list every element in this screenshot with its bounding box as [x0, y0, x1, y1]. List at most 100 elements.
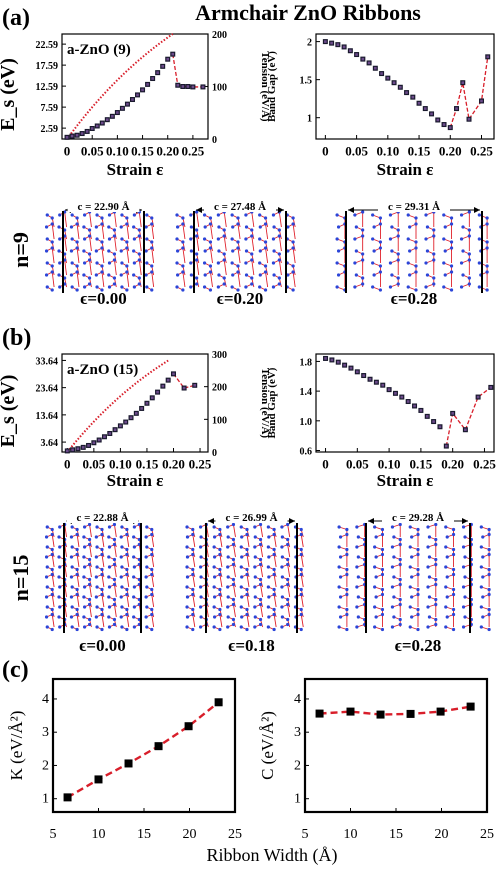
gap-marker-inner — [411, 95, 415, 99]
arrow-head — [289, 518, 295, 524]
gap-marker-inner — [455, 107, 458, 110]
y2-tick-label: 100 — [212, 415, 227, 426]
arrow-head — [474, 207, 480, 213]
cell-length-label: c = 26.99 Å — [225, 512, 277, 524]
tension-line — [66, 359, 169, 453]
gap-dashed-line — [445, 386, 492, 447]
tension-marker — [146, 83, 149, 86]
y2-tick-label: 200 — [212, 383, 227, 394]
ribbon-width-label: n=15 — [8, 555, 33, 602]
tension-marker — [156, 71, 159, 74]
gap-marker-inner — [386, 76, 390, 80]
y-tick-label: 2 — [42, 758, 49, 773]
label-bg — [215, 511, 288, 523]
gap-marker-inner — [380, 72, 383, 75]
gap-marker-inner — [438, 425, 442, 429]
gap-marker-inner — [374, 66, 377, 70]
x-tick-label: 0 — [64, 144, 71, 159]
x-tick-label: 0.15 — [408, 144, 431, 159]
strain-label: ϵ=0.00 — [80, 289, 127, 308]
gap-marker-inner — [476, 395, 480, 399]
x-tick-label: 10 — [92, 827, 106, 842]
strain-label: ϵ=0.00 — [79, 636, 126, 655]
gap-marker-inner — [430, 112, 433, 116]
tension-marker — [156, 390, 159, 394]
x-tick-label: 25 — [228, 827, 242, 842]
y-tick-label: 1 — [307, 114, 312, 125]
x-tick-label: 0.25 — [473, 457, 496, 472]
data-marker — [376, 710, 385, 719]
x-tick-label: 20 — [435, 827, 449, 842]
gap-marker-inner — [324, 357, 327, 360]
x-tick-label: 0.20 — [162, 457, 185, 472]
gap-marker-inner — [342, 45, 346, 49]
tension-marker — [80, 132, 84, 135]
x-tick-label: 5 — [302, 827, 309, 842]
y-tick-label: 13.64 — [36, 411, 59, 422]
x-tick-label: 0.25 — [182, 144, 205, 159]
gap-marker-inner — [356, 370, 359, 374]
arrow-head — [278, 207, 284, 213]
tension-marker — [129, 416, 133, 419]
gap-marker-inner — [361, 57, 365, 61]
lattice-structure — [335, 210, 489, 292]
tension-marker — [135, 412, 138, 415]
label-bg — [382, 511, 454, 523]
data-marker — [406, 709, 415, 718]
label-bg — [67, 200, 140, 212]
y-tick-label: 17.59 — [36, 61, 59, 72]
x-tick-label: 0 — [322, 144, 329, 159]
x-tick-label: 0.15 — [136, 457, 159, 472]
y-axis-label: Band Gap (eV) — [266, 51, 278, 122]
tension-marker — [66, 449, 69, 453]
panel-label: (c) — [2, 657, 29, 683]
gap-marker-inner — [461, 81, 465, 84]
tension-marker — [150, 396, 154, 400]
gap-marker-inner — [489, 386, 493, 389]
tension-marker — [108, 432, 112, 435]
panel-label: (a) — [2, 5, 30, 31]
gap-marker-inner — [355, 53, 358, 56]
tension-marker — [111, 115, 114, 118]
gap-marker-inner — [349, 366, 353, 370]
tension-marker — [186, 85, 190, 88]
tension-marker — [95, 124, 99, 128]
series-line — [319, 705, 471, 716]
x-tick-label: 0.10 — [106, 144, 129, 159]
x-tick-label: 0.05 — [82, 457, 105, 472]
y-tick-label: 3.64 — [41, 438, 59, 449]
x-axis-label: Strain ε — [107, 471, 164, 490]
lattice-structure — [175, 210, 296, 292]
x-axis-label: Strain ε — [377, 160, 434, 179]
x-tick-label: 0.20 — [441, 457, 464, 472]
arrow-head — [196, 207, 202, 213]
data-marker — [436, 707, 445, 716]
x-tick-label: 0.25 — [189, 457, 212, 472]
tension-line — [66, 33, 174, 140]
figure-title: Armchair ZnO Ribbons — [195, 0, 421, 25]
tension-marker — [140, 407, 143, 410]
arrow-head — [368, 518, 374, 524]
tension-marker — [172, 372, 175, 376]
tension-marker — [75, 133, 79, 137]
arrow-head — [208, 518, 214, 524]
plot-frame — [315, 353, 495, 453]
gap-marker-inner — [467, 117, 471, 121]
data-marker — [124, 759, 133, 768]
energy-dashed-line — [172, 373, 195, 389]
y-tick-label: 7.59 — [41, 103, 59, 114]
gap-marker-inner — [480, 99, 483, 103]
gap-marker-inner — [375, 380, 378, 384]
strain-label: ϵ=0.28 — [391, 289, 438, 308]
panel-label: (b) — [2, 325, 31, 351]
tension-marker — [193, 384, 197, 387]
lattice-structure — [185, 522, 304, 632]
x-tick-label: 0.15 — [410, 457, 433, 472]
label-bg — [204, 200, 276, 212]
tension-marker — [181, 85, 185, 88]
tension-marker — [92, 441, 96, 445]
tension-marker — [126, 102, 129, 106]
gap-marker-inner — [419, 409, 423, 412]
strain-label: ϵ=0.18 — [228, 636, 275, 655]
gap-marker-inner — [451, 412, 454, 415]
